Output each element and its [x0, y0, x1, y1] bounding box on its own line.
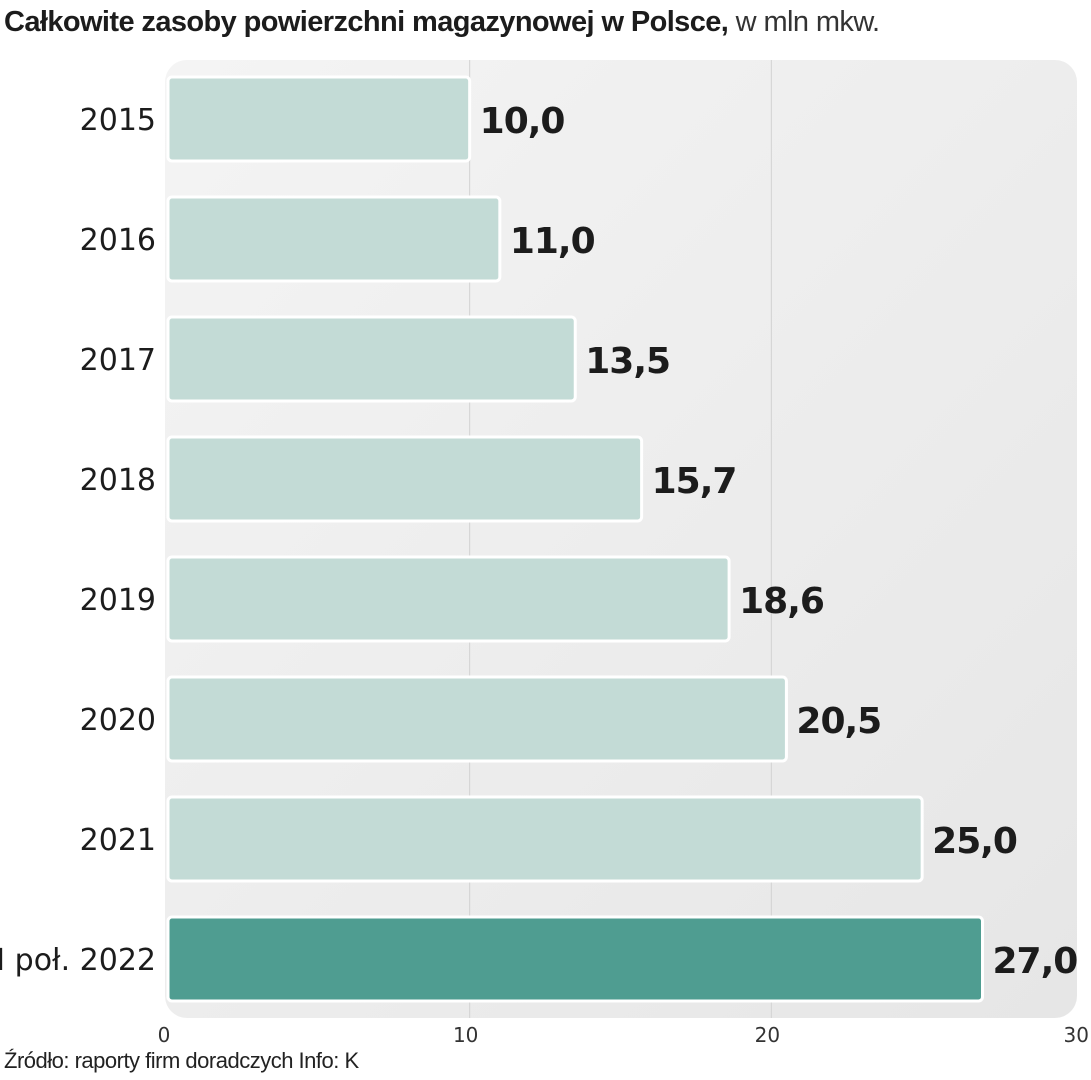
category-label: 2019 — [80, 583, 156, 618]
x-tick-label: 10 — [453, 1023, 478, 1047]
bar — [166, 915, 984, 1003]
chart-title-main: Całkowite zasoby powierzchni magazynowej… — [4, 6, 729, 38]
bar — [166, 435, 644, 523]
plot-background — [165, 60, 1077, 1018]
value-label: 13,5 — [585, 341, 670, 382]
x-axis: 0 10 20 30 — [158, 1023, 1089, 1047]
value-label: 27,0 — [993, 941, 1078, 982]
bar — [166, 195, 502, 283]
bars: 2015 10,0 2016 11,0 2017 13,5 2018 15,7 2019 18,6… — [0, 75, 1078, 1003]
category-label: 2020 — [80, 703, 156, 738]
source-note: Źródło: raporty firm doradczych Info: K — [4, 1048, 359, 1073]
bar — [166, 795, 924, 883]
category-label: 2015 — [80, 103, 156, 138]
value-label: 15,7 — [652, 461, 737, 502]
value-label: 20,5 — [796, 701, 881, 742]
value-label: 18,6 — [739, 581, 824, 622]
value-label: 25,0 — [932, 821, 1017, 862]
x-tick-label: 0 — [158, 1023, 171, 1047]
category-label: 2016 — [80, 223, 156, 258]
category-label: 2017 — [80, 343, 156, 378]
bar — [166, 675, 788, 763]
value-label: 10,0 — [480, 101, 565, 142]
x-tick-label: 30 — [1064, 1023, 1089, 1047]
x-tick-label: 20 — [755, 1023, 780, 1047]
chart-title: Całkowite zasoby powierzchni magazynowej… — [4, 2, 1084, 42]
category-label: I poł. 2022 — [0, 943, 156, 978]
bar — [166, 75, 472, 163]
bar — [166, 315, 577, 403]
bar — [166, 555, 731, 643]
category-label: 2021 — [80, 823, 156, 858]
category-label: 2018 — [80, 463, 156, 498]
chart-title-unit: w mln mkw. — [728, 6, 880, 38]
value-label: 11,0 — [510, 221, 595, 262]
